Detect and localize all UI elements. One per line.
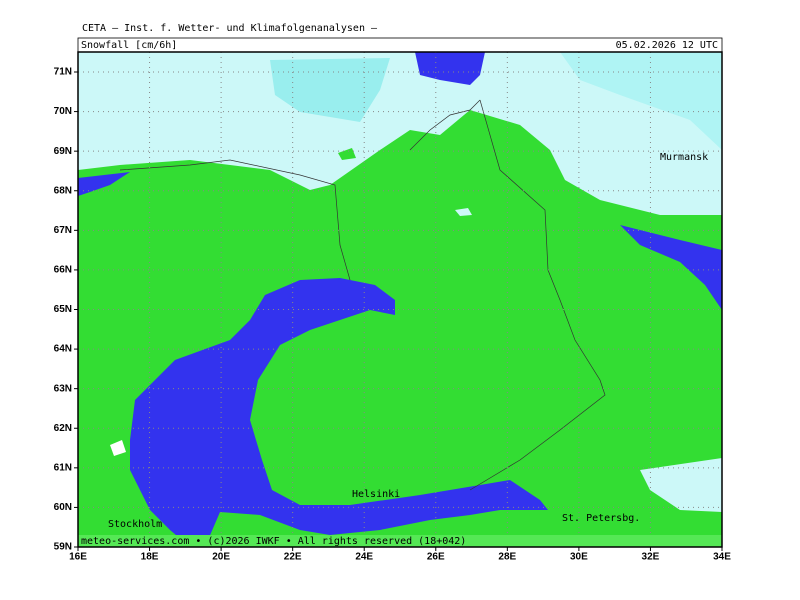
datetime: 05.02.2026 12 UTC [616,40,718,51]
frame [77,51,723,548]
borders [119,99,606,491]
footer: meteo-services.com • (c)2026 IWKF • All … [81,536,466,547]
lon-label: 32E [642,552,660,563]
city-label: Helsinki [352,489,400,500]
lon-label: 34E [713,552,731,563]
city-label: Murmansk [660,152,708,163]
lon-label: 26E [427,552,445,563]
lon-label: 20E [212,552,230,563]
lon-label: 28E [498,552,516,563]
border [119,159,301,176]
lon-label: 18E [141,552,159,563]
sea [415,52,485,85]
sea [130,278,548,547]
lat-label: 70N [54,106,72,117]
lon-label: 22E [284,552,302,563]
lon-label: 16E [69,552,87,563]
header: CETA — Inst. f. Wetter- und Klimafolgena… [82,23,378,34]
land [338,148,356,160]
lat-label: 63N [54,383,72,394]
lat-label: 61N [54,462,72,473]
lat-label: 62N [54,423,72,434]
lat-label: 65N [54,304,72,315]
border [469,99,606,491]
sea [620,225,722,310]
lat-label: 68N [54,185,72,196]
city-label: Stockholm [108,519,162,530]
lat-label: 64N [54,344,72,355]
snow-medium [270,58,390,122]
lat-label: 60N [54,502,72,513]
snow-light [455,208,472,216]
border [409,99,481,151]
axes: 71N70N69N68N67N66N65N64N63N62N61N60N59N1… [54,67,732,563]
map: meteo-services.com • (c)2026 IWKF • All … [77,51,723,548]
snow-patch [110,440,126,456]
city-label: St. Petersbg. [562,513,640,524]
snow-light [78,52,722,215]
border [299,174,351,281]
footer-bar [78,535,722,547]
lat-label: 66N [54,265,72,276]
lat-label: 69N [54,146,72,157]
lon-label: 24E [355,552,373,563]
snow-medium [560,52,722,150]
lat-label: 59N [54,542,72,553]
sea [78,172,130,196]
snow-light [640,458,722,512]
lat-label: 71N [54,67,72,78]
lon-label: 30E [570,552,588,563]
title: Snowfall [cm/6h] [81,40,177,51]
lat-label: 67N [54,225,72,236]
